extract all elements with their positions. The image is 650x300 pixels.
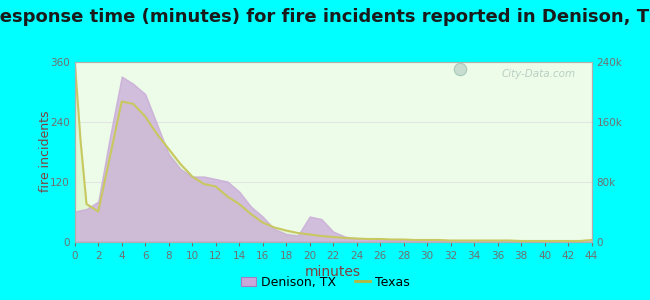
X-axis label: minutes: minutes <box>305 265 361 279</box>
Text: Response time (minutes) for fire incidents reported in Denison, TX: Response time (minutes) for fire inciden… <box>0 8 650 26</box>
Legend: Denison, TX, Texas: Denison, TX, Texas <box>236 271 414 294</box>
Y-axis label: fire incidents: fire incidents <box>40 111 53 192</box>
Text: City-Data.com: City-Data.com <box>502 69 576 79</box>
